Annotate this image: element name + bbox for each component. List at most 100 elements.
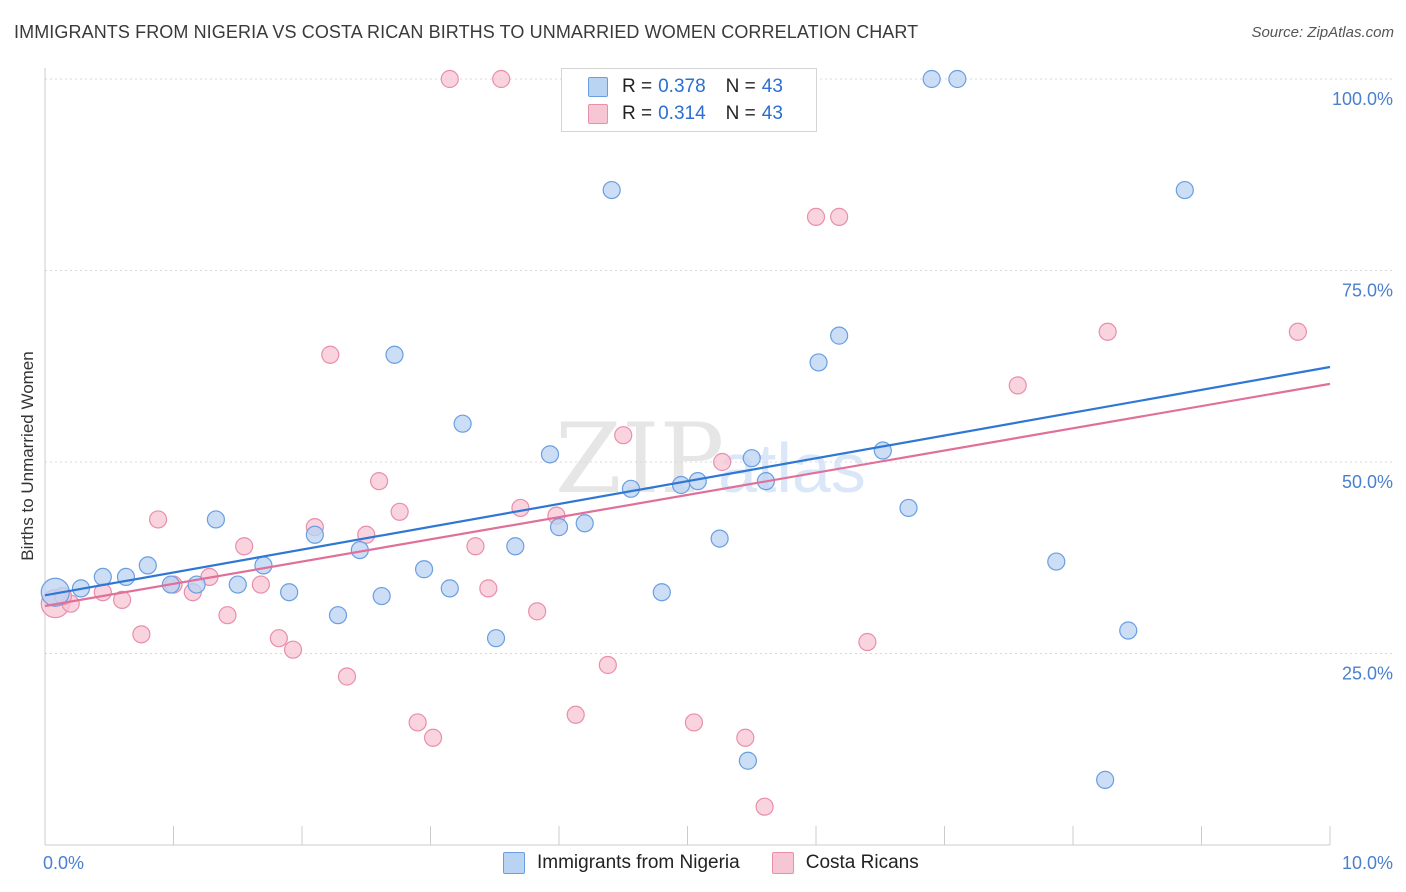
costa-rica-point [132, 625, 151, 644]
source-label: Source: ZipAtlas.com [1251, 24, 1394, 41]
legend-n-label: N = [725, 103, 756, 124]
y-tick-label: 75.0% [1342, 281, 1393, 301]
nigeria-point [1096, 770, 1115, 789]
legend-r-value: 0.314 [658, 103, 706, 124]
costa-rica-point [492, 69, 511, 89]
nigeria-point [414, 560, 434, 579]
costa-rica-point [479, 579, 498, 598]
nigeria-point [138, 556, 157, 575]
costa-rica-point [511, 498, 530, 518]
costa-rica-point [528, 602, 547, 621]
x-tick-label: 10.0% [1342, 853, 1393, 873]
costa-rica-point [684, 713, 704, 732]
costa-rica-point [755, 797, 774, 816]
costa-rica-point [1098, 322, 1117, 341]
legend-swatch-pink [588, 104, 608, 124]
nigeria-point [385, 345, 404, 364]
y-tick-label: 100.0% [1332, 89, 1393, 109]
nigeria-point [652, 583, 671, 602]
axes [44, 68, 1331, 846]
costa-rica-point [440, 69, 459, 89]
nigeria-point [809, 353, 828, 372]
watermark: ZIP atlas [555, 403, 866, 515]
nigeria-point [621, 479, 641, 498]
nigeria-point [486, 629, 506, 648]
costa-rica-point [251, 575, 270, 594]
series-swatch-blue [503, 852, 525, 874]
series-legend-costa-rica: Costa Ricans [771, 852, 919, 874]
data-points [40, 69, 1307, 816]
watermark-zip: ZIP [555, 403, 724, 515]
costa-rica-trend-line [44, 382, 1331, 608]
legend-row-nigeria: R = 0.378 N = 43 [588, 74, 783, 100]
costa-rica-point [112, 590, 132, 609]
chart-title: IMMIGRANTS FROM NIGERIA VS COSTA RICAN B… [14, 22, 919, 42]
correlation-legend: R = 0.378 N = 43 R = 0.314 N = 43 [561, 68, 817, 132]
nigeria-point [549, 518, 569, 537]
costa-rica-point [423, 728, 443, 747]
nigeria-point [280, 583, 299, 602]
legend-r-value: 0.378 [658, 76, 706, 97]
nigeria-point [372, 586, 391, 606]
costa-rica-point [1008, 376, 1027, 395]
y-tick-label: 25.0% [1342, 664, 1393, 684]
y-axis-label: Births to Unmarried Women [18, 351, 37, 560]
nigeria-point [671, 475, 691, 495]
nigeria-point [328, 606, 348, 625]
costa-rica-point [337, 667, 357, 686]
costa-rica-point [466, 537, 485, 556]
costa-rica-point [598, 655, 617, 675]
nigeria-point [506, 537, 525, 556]
series-legend: Immigrants from Nigeria Costa Ricans [503, 852, 951, 874]
nigeria-point [742, 449, 761, 468]
nigeria-point [922, 69, 941, 89]
nigeria-point [1175, 180, 1194, 200]
series-label-costa-rica: Costa Ricans [805, 852, 919, 873]
nigeria-point [305, 525, 324, 544]
legend-r-label: R = [622, 103, 653, 124]
costa-rica-point [830, 207, 849, 226]
y-tick-label: 50.0% [1342, 472, 1393, 492]
series-label-nigeria: Immigrants from Nigeria [537, 852, 740, 873]
legend-n-value: 43 [761, 76, 783, 97]
costa-rica-point [614, 426, 633, 445]
legend-n-value: 43 [761, 103, 783, 124]
legend-r-label: R = [622, 76, 653, 97]
costa-rica-point [1288, 322, 1307, 341]
costa-rica-point [269, 629, 288, 648]
costa-rica-point [370, 472, 389, 491]
nigeria-point [738, 751, 757, 770]
tick-labels: 25.0% 50.0% 75.0% 100.0% 0.0% 10.0% [43, 89, 1393, 873]
nigeria-point [453, 414, 472, 433]
nigeria-point [602, 180, 621, 200]
nigeria-point [40, 577, 70, 607]
nigeria-point [899, 498, 918, 518]
legend-swatch-blue [588, 77, 608, 97]
costa-rica-point [806, 207, 826, 226]
costa-rica-point [408, 713, 427, 732]
nigeria-point [948, 69, 967, 89]
series-swatch-pink [771, 852, 794, 874]
nigeria-point [575, 514, 594, 533]
nigeria-point [830, 326, 849, 345]
nigeria-point [540, 445, 560, 464]
nigeria-point [710, 529, 729, 548]
gridlines [45, 78, 1392, 654]
costa-rica-point [736, 728, 755, 747]
nigeria-point [440, 579, 459, 598]
costa-rica-point [858, 632, 877, 652]
costa-rica-point [148, 510, 168, 529]
costa-rica-point [218, 606, 237, 625]
nigeria-point [254, 556, 273, 575]
costa-rica-point [566, 705, 585, 724]
costa-rica-point [283, 640, 303, 659]
legend-n-label: N = [725, 76, 756, 97]
trend-lines [44, 365, 1331, 608]
nigeria-point [1119, 621, 1138, 640]
costa-rica-point [321, 345, 340, 364]
costa-rica-point [357, 525, 376, 544]
nigeria-point [206, 510, 226, 529]
nigeria-point [228, 575, 247, 594]
costa-rica-point [713, 452, 732, 472]
